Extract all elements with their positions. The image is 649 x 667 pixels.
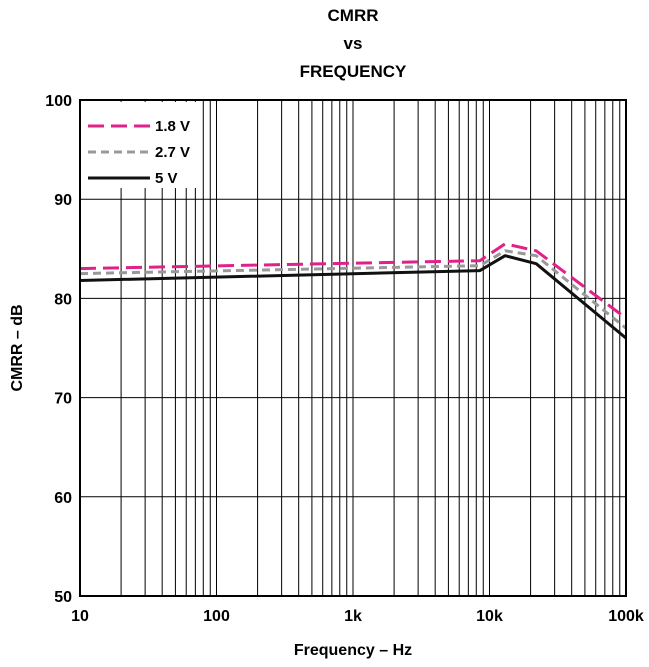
legend: 1.8 V 2.7 V 5 V: [82, 102, 202, 188]
x-tick-label: 100: [203, 608, 230, 625]
legend-label-2: 2.7 V: [155, 144, 190, 161]
y-tick-label: 70: [54, 391, 72, 408]
x-axis-label: Frequency – Hz: [294, 642, 412, 659]
series-line-2: [79, 249, 627, 330]
y-tick-label: 60: [54, 490, 72, 507]
x-tick-label: 1k: [344, 608, 362, 625]
legend-background: [82, 102, 202, 188]
x-tick-label: 10: [71, 608, 89, 625]
series-line-3: [79, 254, 627, 340]
x-tick-label: 10k: [476, 608, 503, 625]
y-tick-label: 50: [54, 589, 72, 606]
y-tick-label: 100: [45, 93, 72, 110]
y-tick-labels: 50 60 70 80 90 100: [45, 93, 72, 606]
series-line-1: [79, 242, 627, 320]
series-layer: [79, 242, 627, 340]
y-tick-label: 90: [54, 192, 72, 209]
chart-title-line-2: vs: [344, 34, 363, 53]
chart-title-line-1: CMRR: [328, 6, 379, 25]
legend-label-3: 5 V: [155, 170, 178, 187]
legend-label-1: 1.8 V: [155, 118, 190, 135]
x-tick-label: 100k: [608, 608, 644, 625]
y-axis-label: CMRR – dB: [9, 304, 26, 391]
x-tick-labels: 10 100 1k 10k 100k: [71, 608, 644, 625]
plot-frame: [79, 99, 627, 597]
y-tick-label: 80: [54, 291, 72, 308]
chart-title-line-3: FREQUENCY: [300, 62, 407, 81]
